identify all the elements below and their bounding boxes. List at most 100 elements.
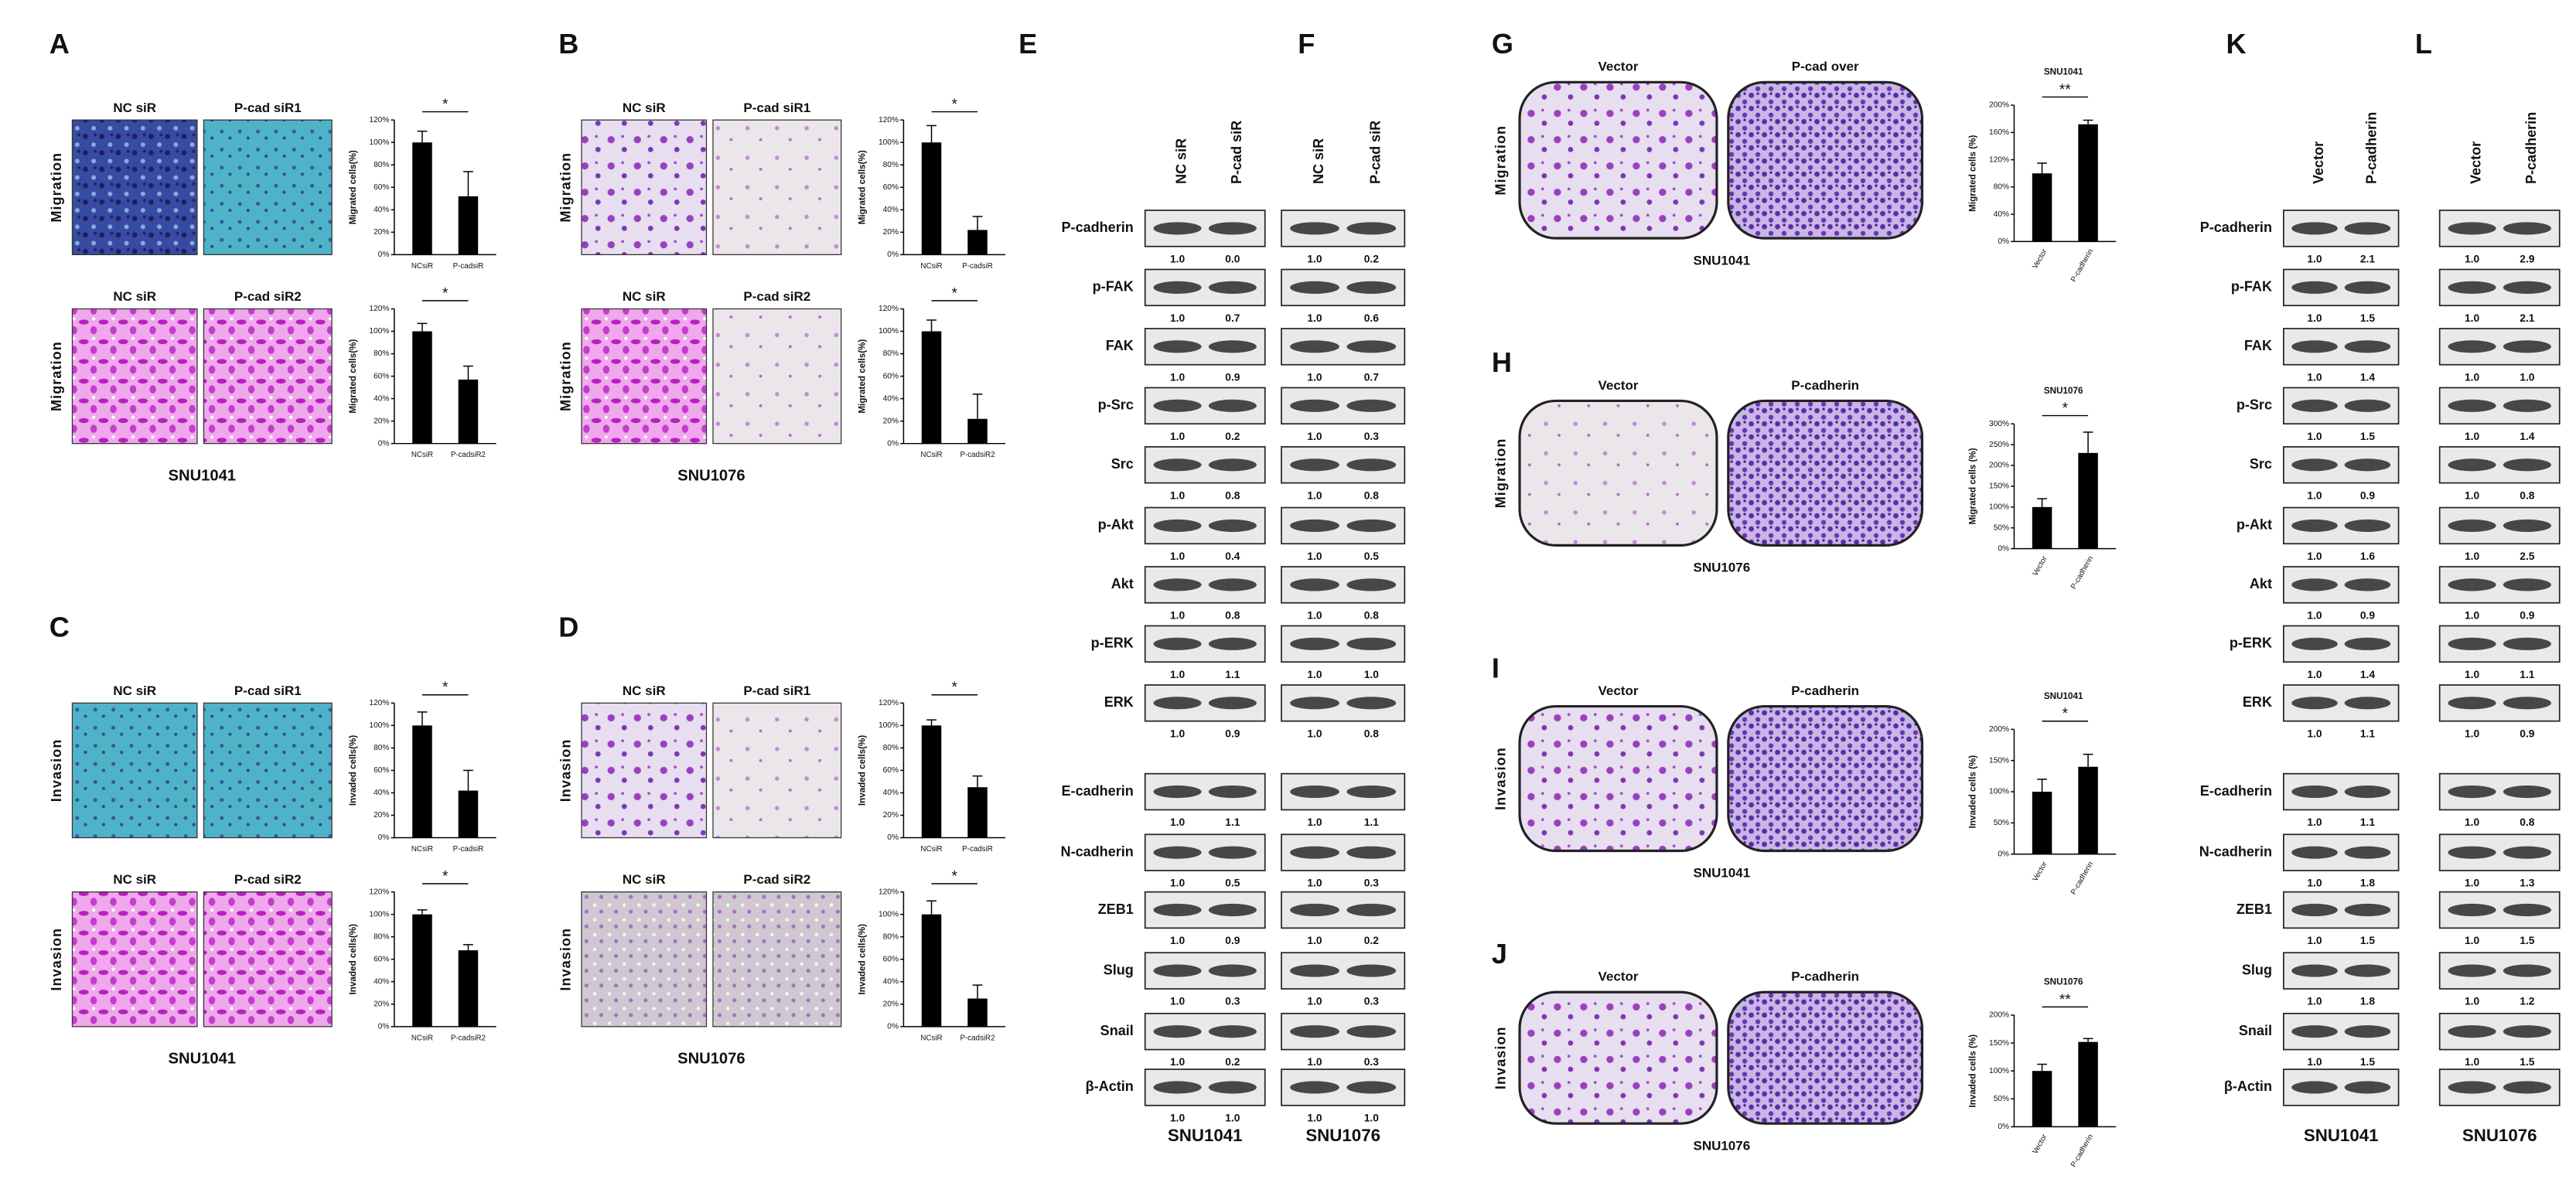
band-ratio: 1.0	[1170, 816, 1186, 828]
category-label: P-cadsiR	[453, 262, 484, 271]
band-ratio: 1.0	[1170, 371, 1186, 383]
band	[1153, 222, 1202, 235]
y-tick-label: 150%	[1989, 482, 2009, 491]
band-ratio: 1.5	[2360, 935, 2376, 946]
band	[2503, 785, 2551, 799]
band-ratio: 1.0	[1307, 996, 1322, 1007]
protein-label: p-FAK	[1093, 279, 1134, 295]
y-tick-label: 0%	[1998, 544, 2009, 553]
panel-letter: C	[49, 611, 70, 642]
bar	[921, 914, 942, 1027]
band-ratio: 2.9	[2520, 253, 2535, 264]
category-label: Vector	[2031, 860, 2049, 883]
micrograph	[203, 891, 333, 1028]
band-ratio: 1.1	[2360, 728, 2376, 739]
band-ratio: 0.9	[2520, 609, 2535, 621]
category-label: NCsiR	[411, 1034, 433, 1042]
band	[1290, 637, 1339, 650]
band-ratio: 1.8	[2360, 996, 2376, 1007]
y-axis-label: Invaded cells (%)	[1967, 755, 1977, 829]
band	[2448, 903, 2496, 917]
category-label: P-cadherin	[2069, 555, 2095, 591]
image-label: NC siR	[113, 872, 156, 887]
protein-label: p-Akt	[2237, 517, 2272, 533]
band	[2503, 846, 2551, 859]
assay-label: Migration	[49, 152, 64, 223]
band	[1290, 222, 1339, 235]
band	[2291, 340, 2338, 353]
band	[2344, 846, 2391, 859]
y-axis-label: Migrated cells(%)	[857, 150, 867, 224]
assay-label: Migration	[558, 152, 574, 223]
y-tick-label: 100%	[1989, 1067, 2009, 1075]
band-ratio: 0.8	[1364, 489, 1380, 501]
y-tick-label: 80%	[883, 161, 899, 169]
y-tick-label: 40%	[374, 394, 389, 403]
band-ratio: 1.0	[2465, 371, 2480, 383]
band	[1208, 578, 1257, 591]
band	[2291, 222, 2338, 235]
y-axis-label: Migrated cells (%)	[1967, 448, 1977, 524]
cell-line: SNU1076	[1305, 1126, 1380, 1145]
band	[2503, 1081, 2551, 1094]
bar	[2032, 173, 2052, 242]
band-ratio: 0.2	[1364, 935, 1380, 946]
y-tick-label: 40%	[374, 206, 389, 214]
protein-label: ERK	[1104, 694, 1134, 710]
band-ratio: 0.6	[1364, 312, 1380, 324]
band-ratio: 1.0	[1170, 431, 1186, 442]
protein-label: N-cadherin	[2199, 843, 2272, 859]
y-tick-label: 120%	[369, 888, 389, 896]
image-label: NC siR	[113, 683, 156, 698]
band	[1153, 846, 1202, 859]
band	[1153, 903, 1202, 917]
chart-title: SNU1076	[2044, 386, 2083, 396]
band	[2503, 903, 2551, 917]
band	[1290, 1025, 1339, 1038]
y-tick-label: 80%	[374, 932, 389, 941]
micrograph	[71, 308, 198, 445]
band	[1290, 964, 1339, 977]
lane-label: Vector	[2311, 141, 2326, 184]
image-label: P-cad siR1	[234, 101, 302, 115]
y-axis-label: Migrated cells(%)	[348, 339, 358, 413]
band	[2344, 697, 2391, 710]
micrograph	[71, 702, 198, 839]
band-ratio: 1.0	[2465, 728, 2480, 739]
band-ratio: 1.0	[1307, 253, 1322, 264]
band	[1346, 1025, 1397, 1038]
band-ratio: 0.3	[1364, 1056, 1380, 1068]
cell-line: SNU1041	[169, 467, 236, 484]
y-tick-label: 80%	[1994, 183, 2009, 192]
band-ratio: 1.8	[2360, 878, 2376, 889]
band-ratio: 1.0	[2307, 253, 2322, 264]
y-tick-label: 120%	[879, 116, 899, 124]
significance: **	[2059, 82, 2071, 98]
band-ratio: 1.0	[1307, 489, 1322, 501]
protein-label: Snail	[2239, 1023, 2272, 1038]
band-ratio: 1.5	[2360, 431, 2376, 442]
y-tick-label: 60%	[374, 766, 389, 775]
y-tick-label: 120%	[879, 305, 899, 313]
band-ratio: 1.0	[2307, 550, 2322, 562]
band	[2448, 399, 2496, 412]
y-tick-label: 20%	[883, 1000, 899, 1008]
band	[2291, 964, 2338, 977]
assay-label: Invasion	[49, 739, 64, 803]
band	[2291, 903, 2338, 917]
panel-letter: A	[49, 28, 70, 60]
image-label: Vector	[1598, 970, 1639, 984]
band	[1346, 458, 1397, 472]
y-tick-label: 100%	[879, 721, 899, 730]
panel-letter: G	[1492, 28, 1513, 60]
micrograph	[1727, 399, 1924, 547]
panel-letter: F	[1298, 28, 1315, 60]
band-ratio: 0.7	[1225, 312, 1240, 324]
bar	[2032, 792, 2052, 854]
band-ratio: 1.0	[1307, 878, 1322, 889]
band-ratio: 0.4	[1225, 550, 1240, 562]
band	[1153, 519, 1202, 532]
band	[1290, 399, 1339, 412]
lane-label: P-cad siR	[1229, 121, 1244, 184]
protein-label: Slug	[1104, 962, 1134, 977]
